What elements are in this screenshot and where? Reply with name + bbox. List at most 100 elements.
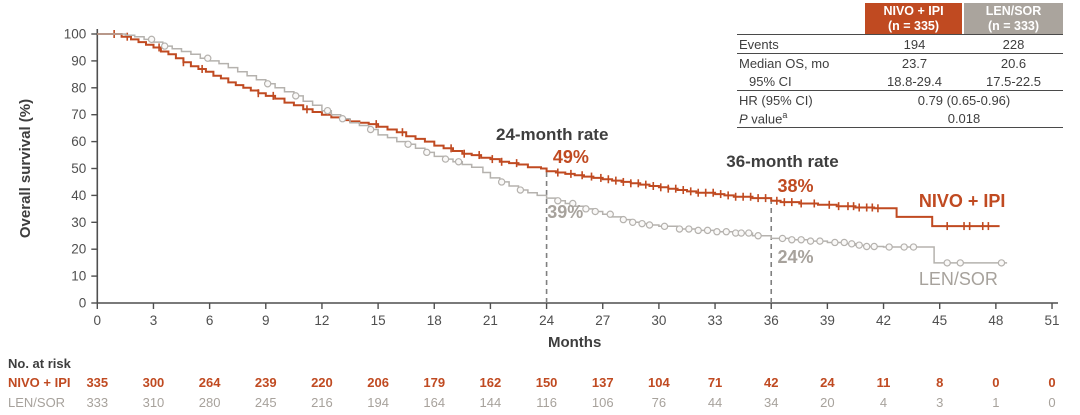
censor-circle (638, 219, 646, 228)
summary-header-corner (737, 3, 865, 34)
summary-header-len-line2: (n = 333) (987, 18, 1040, 33)
censor-circle (204, 54, 212, 62)
censor-circle (591, 207, 599, 216)
risk-value-len-m51: 0 (1048, 395, 1056, 410)
risk-value-len-m24: 116 (536, 395, 557, 410)
summary-row-events: Events 194 228 (737, 35, 1063, 53)
censor-circle (516, 186, 525, 194)
risk-value-nivo-m45: 8 (936, 375, 944, 390)
censor-circle (569, 199, 577, 208)
summary-row-95ci: 95% CI 18.8-29.4 17.5-22.5 (737, 72, 1063, 90)
censor-circle (263, 80, 272, 88)
censor-circle (862, 242, 871, 251)
risk-value-len-m9: 245 (254, 395, 277, 410)
summary-rule-top (737, 34, 1063, 35)
censor-circle (619, 215, 628, 224)
censor-circle (147, 35, 156, 44)
censor-circle (956, 259, 964, 267)
summary-header-len-line1: LEN/SOR (985, 4, 1042, 19)
censor-circle (848, 240, 856, 248)
risk-value-len-m48: 1 (992, 395, 1000, 410)
x-tick-label: 18 (427, 313, 442, 328)
risk-value-len-m0: 333 (86, 395, 109, 410)
censor-circle (404, 140, 412, 148)
censor-circle (694, 226, 702, 235)
censor-circle (582, 205, 590, 213)
censor-circle (745, 229, 753, 237)
risk-value-len-m3: 310 (142, 395, 165, 410)
risk-value-len-m42: 4 (879, 395, 888, 410)
risk-value-nivo-m30: 104 (648, 375, 670, 390)
censor-marks-len-sor (147, 35, 1006, 267)
risk-row-label-len-sor: LEN/SOR (8, 395, 66, 410)
censor-circle (900, 243, 908, 251)
censor-circle (997, 259, 1006, 267)
summary-ci-label: 95% CI (749, 73, 792, 89)
censor-circle (788, 236, 796, 244)
censor-circle (160, 42, 169, 50)
censor-circle (454, 158, 463, 166)
y-tick-label: 100 (64, 27, 87, 42)
risk-value-len-m6: 280 (198, 395, 221, 410)
annotation-rate-36-nivo: 38% (778, 176, 814, 196)
x-tick-label: 21 (483, 313, 498, 328)
risk-value-len-m27: 106 (591, 395, 614, 410)
censor-circle (675, 225, 684, 233)
x-tick-label: 27 (595, 313, 610, 328)
summary-events-nivo: 194 (903, 36, 926, 52)
censor-circle (323, 106, 332, 115)
summary-events-len: 228 (1002, 36, 1025, 52)
summary-row-pvalue: P valuea 0.018 (737, 109, 1063, 127)
censor-marks-nivo-ipi (113, 30, 990, 231)
y-tick-label: 70 (71, 107, 86, 122)
summary-rule-events (737, 53, 1063, 54)
risk-value-len-m36: 34 (763, 395, 779, 410)
censor-circle (292, 92, 300, 100)
censor-circle (855, 241, 863, 249)
x-tick-label: 36 (764, 313, 779, 328)
censor-circle (497, 178, 506, 186)
censor-circle (338, 115, 347, 123)
risk-value-nivo-m15: 206 (367, 375, 389, 390)
censor-circle (840, 238, 848, 247)
risk-row-label-nivo-ipi: NIVO + IPI (8, 375, 71, 390)
summary-rule-ci (737, 90, 1063, 91)
risk-value-len-m39: 20 (820, 395, 835, 410)
censor-circle (722, 228, 730, 236)
summary-median-len: 20.6 (1000, 55, 1027, 71)
risk-value-len-m45: 3 (936, 395, 944, 410)
x-tick-label: 33 (708, 313, 723, 328)
summary-row-hr: HR (95% CI) 0.79 (0.65-0.96) (737, 91, 1063, 109)
censor-circle (797, 236, 805, 244)
km-curve-nivo-ipi (97, 33, 1000, 228)
x-tick-label: 24 (539, 313, 555, 328)
annotation-rate-24-title: 24-month rate (496, 125, 608, 144)
risk-value-nivo-m6: 264 (198, 375, 221, 390)
risk-value-len-m33: 44 (707, 395, 723, 410)
summary-table-header: NIVO + IPI (n = 335) LEN/SOR (n = 333) (737, 3, 1063, 34)
censor-circle (628, 218, 637, 226)
summary-median-label: Median OS, mo (739, 55, 830, 71)
risk-value-len-m18: 164 (423, 395, 446, 410)
censor-circle (423, 148, 431, 157)
censor-circle (645, 221, 654, 229)
risk-value-nivo-m51: 0 (1048, 375, 1056, 390)
risk-value-nivo-m42: 11 (876, 375, 891, 390)
annotation-rate-24-len: 39% (547, 202, 583, 222)
risk-value-len-m15: 194 (367, 395, 389, 410)
censor-circle (909, 243, 918, 251)
risk-value-nivo-m24: 150 (535, 375, 558, 390)
pvalue-superscript: a (782, 109, 788, 120)
summary-ci-nivo: 18.8-29.4 (887, 73, 942, 89)
risk-value-nivo-m48: 0 (992, 375, 1000, 390)
summary-header-nivo-line2: (n = 335) (887, 18, 940, 33)
y-axis-title: Overall survival (%) (17, 99, 34, 238)
censor-circle (366, 125, 375, 134)
x-tick-label: 48 (988, 313, 1003, 328)
y-tick-label: 0 (79, 296, 87, 311)
risk-value-nivo-m12: 220 (311, 375, 333, 390)
risk-value-nivo-m0: 335 (86, 375, 109, 390)
y-tick-label: 40 (71, 188, 86, 203)
summary-events-label: Events (739, 36, 779, 52)
